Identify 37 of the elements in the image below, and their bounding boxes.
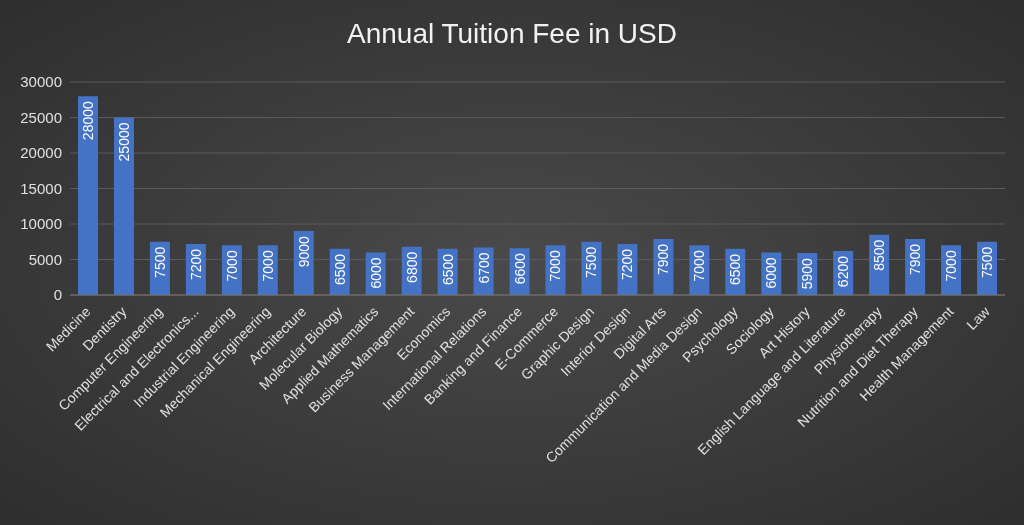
y-tick-label: 10000 xyxy=(20,215,62,233)
data-label: 7200 xyxy=(619,248,636,281)
data-label: 9000 xyxy=(295,235,312,268)
data-label: 6200 xyxy=(835,255,852,288)
data-label: 6600 xyxy=(511,252,528,285)
data-label: 7500 xyxy=(583,246,600,278)
data-label: 7000 xyxy=(691,250,708,282)
y-tick-label: 15000 xyxy=(20,179,62,197)
data-label: 6500 xyxy=(727,253,744,286)
y-tick-label: 0 xyxy=(53,286,62,304)
data-label: 6000 xyxy=(763,257,780,289)
bar xyxy=(78,96,98,295)
data-label: 7900 xyxy=(907,243,924,276)
bar xyxy=(113,117,134,295)
y-tick-label: 30000 xyxy=(20,73,62,91)
y-tick-label: 20000 xyxy=(20,144,62,162)
data-label: 5900 xyxy=(799,257,816,290)
data-label: 6000 xyxy=(367,257,384,289)
data-label: 25000 xyxy=(115,122,132,162)
x-tick-label: Law xyxy=(963,302,994,333)
data-label: 6800 xyxy=(403,251,420,283)
data-label: 7000 xyxy=(259,250,276,282)
data-label: 6500 xyxy=(331,253,348,286)
y-tick-label: 5000 xyxy=(28,250,62,268)
data-label: 7500 xyxy=(979,246,996,278)
data-label: 6500 xyxy=(439,253,456,286)
data-label: 7500 xyxy=(151,246,168,278)
data-label: 7200 xyxy=(187,248,204,281)
data-label: 6700 xyxy=(475,252,492,284)
data-label: 7000 xyxy=(547,250,564,282)
data-label: 8500 xyxy=(871,239,888,271)
data-label: 7000 xyxy=(223,250,240,282)
data-label: 7900 xyxy=(655,243,672,276)
data-label: 28000 xyxy=(80,100,96,141)
chart-title: Annual Tuition Fee in USD xyxy=(346,18,678,50)
data-label: 7000 xyxy=(943,250,960,282)
y-tick-label: 25000 xyxy=(20,108,62,126)
